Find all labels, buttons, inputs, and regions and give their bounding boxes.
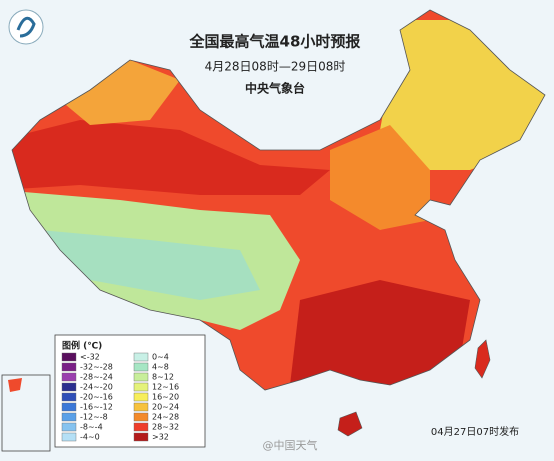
legend-swatch xyxy=(61,392,77,402)
legend-label: >32 xyxy=(152,433,169,442)
subtitle: 4月28日08时—29日08时 xyxy=(205,60,346,74)
issued-time: 04月27日07时发布 xyxy=(431,425,519,438)
logo-mark xyxy=(16,16,36,38)
legend-label: -28~-24 xyxy=(80,373,113,382)
north-orange xyxy=(330,125,430,230)
legend-label: -20~-16 xyxy=(80,393,113,402)
legend-label: 28~32 xyxy=(152,423,179,432)
watermark: @中国天气 xyxy=(263,438,318,452)
logo xyxy=(8,9,44,45)
legend-swatch xyxy=(133,402,149,412)
legend-label: -8~-4 xyxy=(80,423,103,432)
legend-label: 0~4 xyxy=(152,353,169,362)
plateau-cool xyxy=(40,230,260,300)
legend-swatch xyxy=(61,422,77,432)
legend-title: 图例 (℃) xyxy=(62,340,102,352)
legend-swatch xyxy=(61,382,77,392)
legend-label: -4~0 xyxy=(80,433,100,442)
legend-swatch xyxy=(133,432,149,442)
legend-swatch xyxy=(133,392,149,402)
taiwan xyxy=(474,339,491,379)
legend-swatch xyxy=(61,372,77,382)
legend-swatch xyxy=(61,362,77,372)
legend-label: 16~20 xyxy=(152,393,179,402)
legend-label: -16~-12 xyxy=(80,403,113,412)
legend-box xyxy=(54,334,206,448)
legend-swatch xyxy=(133,362,149,372)
legend-swatch xyxy=(61,352,77,362)
legend-swatch xyxy=(61,402,77,412)
south-hot xyxy=(290,280,470,390)
legend-swatch xyxy=(133,412,149,422)
legend-label: -12~-8 xyxy=(80,413,108,422)
title: 全国最高气温48小时预报 xyxy=(189,33,361,51)
northwest-hot xyxy=(12,120,330,195)
legend-label: -24~-20 xyxy=(80,383,113,392)
legend-swatch xyxy=(133,352,149,362)
legend-label: 8~12 xyxy=(152,373,174,382)
hainan xyxy=(337,411,363,437)
legend-label: 4~8 xyxy=(152,363,169,372)
legend-swatch xyxy=(133,422,149,432)
legend-swatch xyxy=(61,412,77,422)
north-xinjiang xyxy=(60,60,180,125)
legend-items: <-32-32~-28-28~-24-24~-20-20~-16-16~-12-… xyxy=(61,352,179,442)
legend-label: <-32 xyxy=(80,353,100,362)
legend-label: -32~-28 xyxy=(80,363,113,372)
legend-swatch xyxy=(133,382,149,392)
legend-label: 24~28 xyxy=(152,413,179,422)
legend-swatch xyxy=(61,432,77,442)
border xyxy=(11,9,546,391)
inset-land xyxy=(8,378,22,392)
legend-swatch xyxy=(133,372,149,382)
issuer: 中央气象台 xyxy=(245,81,305,96)
legend-label: 12~16 xyxy=(152,383,179,392)
legend-label: 20~24 xyxy=(152,403,179,412)
